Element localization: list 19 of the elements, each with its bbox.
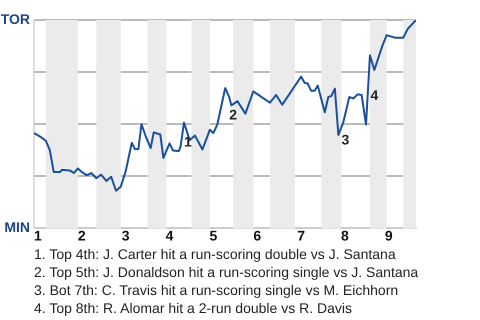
annotation: 4 — [370, 86, 378, 103]
text: TOR — [0, 10, 30, 27]
annotation: 3 — [341, 132, 350, 148]
text: 1. Top 4th: J. Carter hit a run-scoring double vs J. Santana — [34, 245, 397, 263]
x-tick-label: 1 — [34, 227, 42, 244]
x-tick-label: 5 — [209, 227, 218, 244]
x-tick-label: 4 — [166, 227, 174, 244]
x-tick-label: 8 — [341, 227, 350, 244]
annotation: 1 — [184, 134, 192, 150]
x-tick-label: 7 — [297, 227, 306, 244]
x-tick-label: 6 — [253, 227, 262, 244]
text: 2. Top 5th: J. Donaldson hit a run-scoring single vs J. Santana — [34, 263, 420, 281]
text: MIN — [4, 219, 30, 236]
text: 3. Bot 7th: C. Travis hit a run-scoring single vs M. Eichhorn — [34, 281, 400, 299]
x-tick-label: 9 — [384, 227, 393, 244]
x-tick-label: 2 — [78, 227, 86, 244]
annotation: 2 — [229, 106, 238, 123]
text: 4. Top 8th: R. Alomar hit a 2-run double vs R. Davis — [34, 299, 354, 317]
x-tick-label: 3 — [122, 227, 130, 244]
